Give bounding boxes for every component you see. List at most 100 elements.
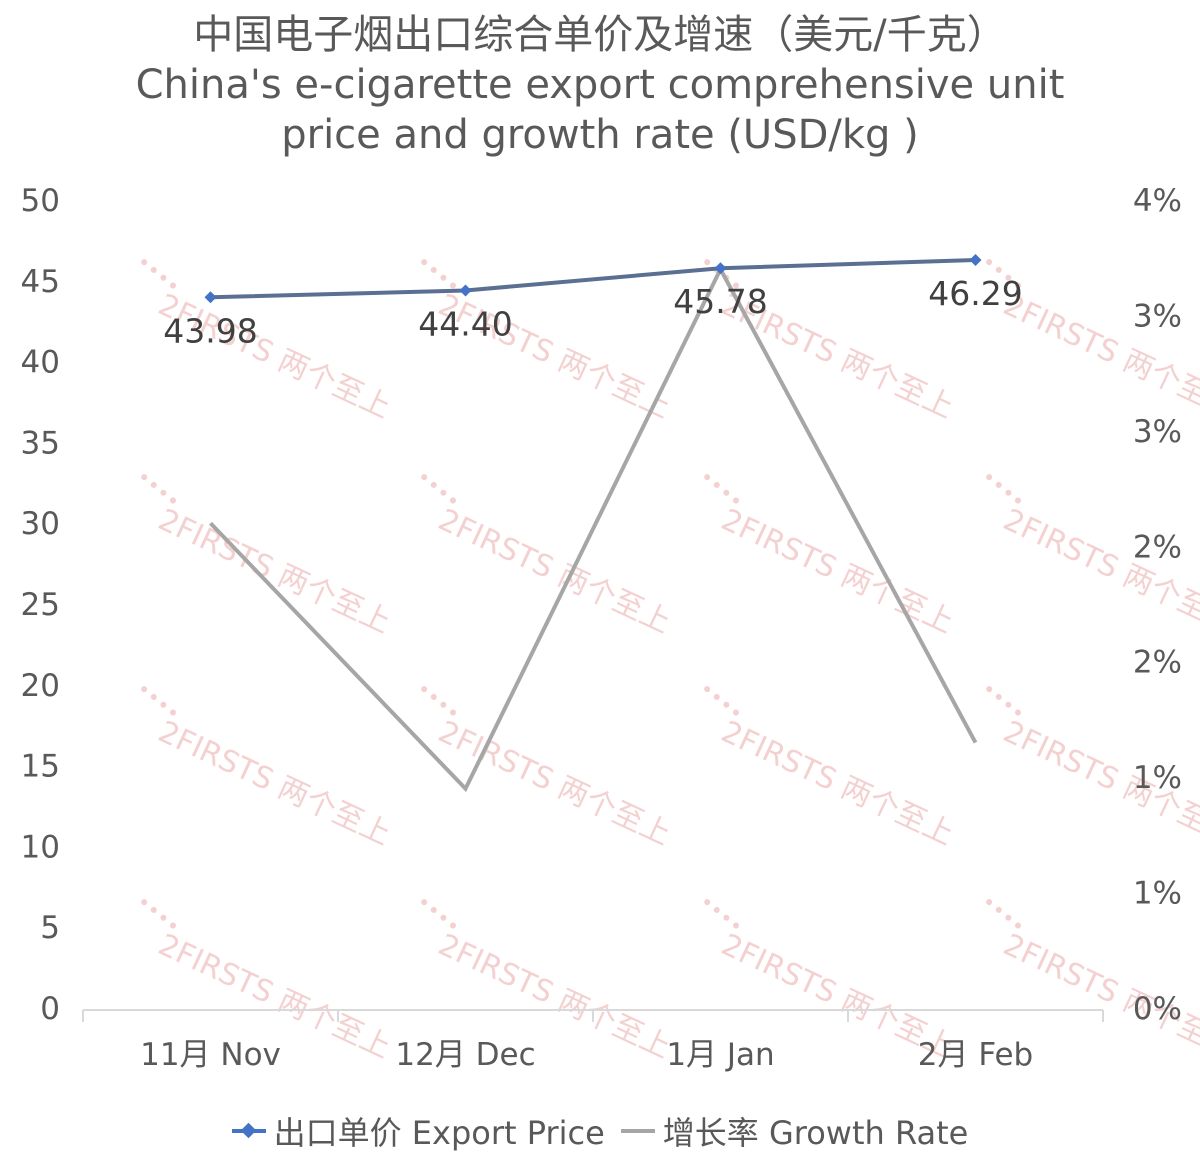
legend-item-price[interactable]: 出口单价 Export Price — [231, 1108, 605, 1154]
legend-growth-label: 增长率 Growth Rate — [662, 1114, 969, 1152]
watermark-dot — [1005, 489, 1012, 496]
watermark-text: 2FIRSTS 两个至上 — [433, 502, 676, 640]
export-price-point — [459, 284, 472, 297]
watermark-dot — [1005, 274, 1012, 281]
y-left-tick-label: 40 — [21, 345, 60, 381]
watermark-dot — [160, 489, 167, 496]
watermark-dot — [704, 259, 711, 266]
watermark-dot — [440, 489, 447, 496]
watermark-dot — [704, 474, 711, 481]
watermark-dot — [141, 474, 148, 481]
watermark-dot — [986, 474, 993, 481]
export-price-point — [714, 262, 727, 275]
y-left-tick-label: 10 — [21, 829, 60, 865]
legend-price-swatch — [231, 1111, 266, 1151]
export-price-line — [210, 257, 976, 300]
y-left-tick-label: 45 — [21, 264, 60, 300]
watermark-dot — [169, 709, 176, 716]
watermark-1-2: 2FIRSTS 两个至上 — [704, 474, 959, 641]
watermark-dot — [430, 693, 437, 700]
y-right-tick-label: 4% — [1133, 183, 1182, 219]
watermark-dot — [430, 906, 437, 913]
watermark-dot — [986, 259, 993, 266]
y-right-tick-label: 1% — [1133, 876, 1182, 912]
watermark-dot — [160, 701, 167, 708]
y-left-tick-label: 50 — [21, 183, 60, 219]
watermark-dot — [141, 686, 148, 693]
y-left-tick-label: 15 — [21, 749, 60, 785]
watermark-dot — [430, 266, 437, 273]
watermark-dot — [986, 899, 993, 906]
watermark-dot — [723, 914, 730, 921]
watermark-2-1: 2FIRSTS 两个至上 — [421, 686, 676, 853]
x-tick-label: 12月 Dec — [395, 1037, 535, 1073]
watermark-dot — [169, 282, 176, 289]
watermark-layer: 2FIRSTS 两个至上 2FIRSTS 两个至上 2FIRSTS 两个至上 2FIR… — [141, 259, 1200, 1066]
data-label-layer: 43.98 44.40 45.78 46.29 — [163, 274, 1022, 350]
watermark-dot — [732, 282, 739, 289]
y-right-tick-label: 2% — [1133, 645, 1182, 681]
legend-item-growth[interactable]: 增长率 Growth Rate — [620, 1108, 969, 1154]
chart-title-cn: 中国电子烟出口综合单价及增速（美元/千克） — [193, 12, 1007, 58]
watermark-dot — [440, 274, 447, 281]
watermark-dot — [421, 259, 428, 266]
watermark-1-1: 2FIRSTS 两个至上 — [421, 474, 676, 641]
watermark-dot — [150, 481, 157, 488]
watermark-text: 2FIRSTS 两个至上 — [716, 502, 959, 640]
y-left-tick-label: 0 — [40, 991, 60, 1027]
watermark-dot — [169, 497, 176, 504]
axes-layer: 11月 Nov 12月 Dec 1月 Jan 2月 Feb 0 5 10 15 20 25 30 35… — [21, 183, 1182, 1073]
y-left-tick-label: 20 — [21, 668, 60, 704]
watermark-dot — [1014, 709, 1021, 716]
export-price-data-label: 45.78 — [673, 282, 767, 321]
watermark-dot — [421, 474, 428, 481]
legend-price-label: 出口单价 Export Price — [273, 1114, 605, 1152]
y-right-tick-label: 2% — [1133, 529, 1182, 565]
watermark-dot — [449, 282, 456, 289]
watermark-dot — [150, 906, 157, 913]
watermark-dot — [723, 701, 730, 708]
watermark-dot — [440, 701, 447, 708]
growth-rate-line — [209, 264, 978, 793]
watermark-dot — [1014, 282, 1021, 289]
watermark-text: 2FIRSTS 两个至上 — [153, 502, 396, 640]
watermark-dot — [986, 686, 993, 693]
watermark-dot — [1014, 922, 1021, 929]
watermark-dot — [995, 266, 1002, 273]
watermark-dot — [150, 266, 157, 273]
watermark-dot — [449, 922, 456, 929]
y-right-tick-label: 1% — [1133, 760, 1182, 796]
x-tick-label: 2月 Feb — [918, 1037, 1033, 1073]
chart-title-en-line2: price and growth rate (USD/kg ) — [281, 112, 919, 158]
series-layer — [204, 253, 982, 793]
legend: 出口单价 Export Price 增长率 Growth Rate — [0, 1108, 1200, 1154]
watermark-dot — [449, 497, 456, 504]
watermark-dot — [995, 906, 1002, 913]
watermark-text: 2FIRSTS 两个至上 — [153, 714, 396, 852]
watermark-dot — [1005, 701, 1012, 708]
export-price-data-label: 46.29 — [928, 274, 1022, 313]
export-price-data-label: 44.40 — [418, 304, 512, 343]
chart-title-en-line1: China's e-cigarette export comprehensive… — [135, 62, 1065, 108]
watermark-dot — [713, 906, 720, 913]
watermark-dot — [449, 709, 456, 716]
watermark-dot — [421, 899, 428, 906]
watermark-dot — [440, 914, 447, 921]
y-left-tick-label: 5 — [40, 910, 60, 946]
watermark-dot — [732, 497, 739, 504]
watermark-1-0: 2FIRSTS 两个至上 — [141, 474, 396, 641]
watermark-dot — [141, 259, 148, 266]
watermark-dot — [169, 922, 176, 929]
y-right-tick-label: 0% — [1133, 991, 1182, 1027]
watermark-dot — [430, 481, 437, 488]
watermark-dot — [995, 693, 1002, 700]
watermark-dot — [160, 914, 167, 921]
watermark-dot — [150, 693, 157, 700]
export-price-point — [204, 291, 217, 304]
watermark-dot — [995, 481, 1002, 488]
watermark-dot — [141, 899, 148, 906]
export-price-data-label: 43.98 — [163, 311, 257, 350]
x-tick-label: 1月 Jan — [666, 1037, 774, 1073]
watermark-dot — [713, 481, 720, 488]
watermark-dot — [1014, 497, 1021, 504]
